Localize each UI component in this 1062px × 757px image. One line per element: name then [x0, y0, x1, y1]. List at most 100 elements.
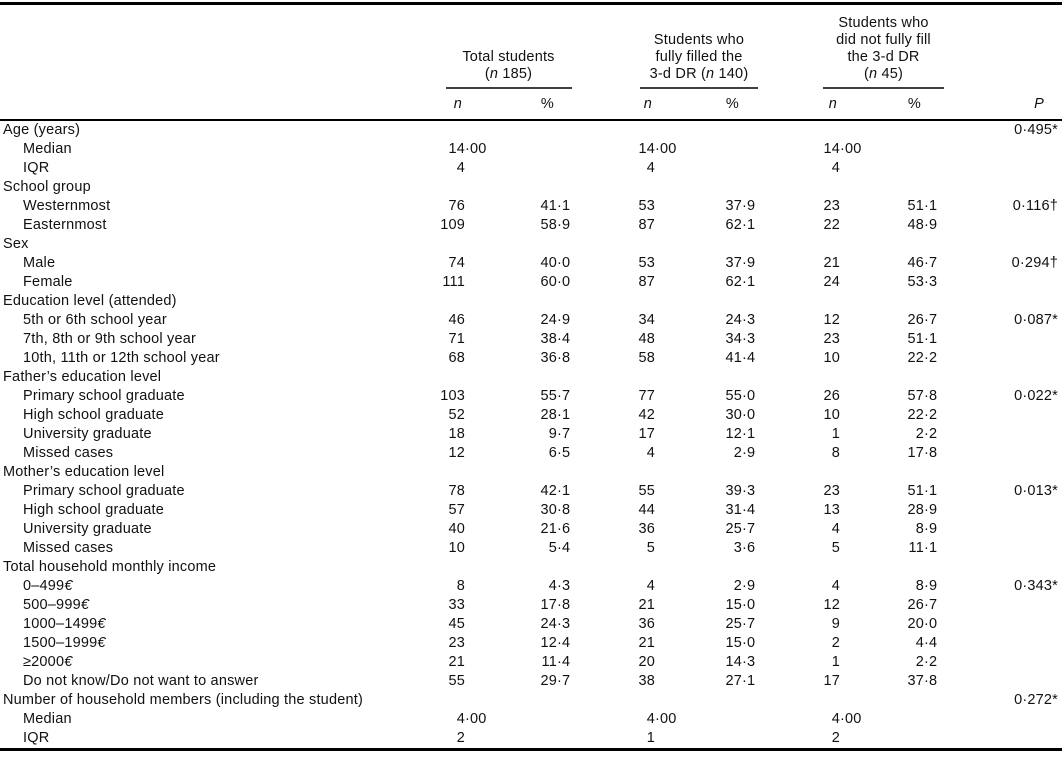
cell-n: 5 [831, 540, 840, 556]
cell-n [440, 463, 485, 482]
cell-p: 0·087* [1014, 312, 1058, 328]
cell-pct [485, 729, 577, 750]
cell-pct: 60·0 [540, 274, 571, 290]
cell-pct: 2·9 [733, 578, 756, 594]
cell-p [944, 558, 1062, 577]
cell-n [440, 120, 485, 140]
row-label: Sex [3, 236, 29, 252]
table-row: ≥2000€ 21 11·4 20 14·3 1 2·2 [0, 653, 1062, 672]
cell-p [944, 539, 1062, 558]
table-header: Total students (n 185) Students who fully f… [0, 4, 1062, 121]
cell-pct [673, 140, 762, 159]
cell-pct [673, 235, 762, 254]
cell-pct [858, 292, 944, 311]
table-row: Mother’s education level [0, 463, 1062, 482]
table-row: Number of household members (including t… [0, 691, 1062, 710]
table-row: Median 4·00 4·00 4·00 [0, 710, 1062, 729]
table-row: Primary school graduate 103 55·7 77 55·0 26 57… [0, 387, 1062, 406]
cell-n: 87 [638, 217, 655, 233]
row-label: 500–999€ [23, 597, 90, 613]
cell-p: 0·294† [1011, 255, 1058, 271]
table-row: High school graduate 57 30·8 44 31·4 13 28·9 [0, 501, 1062, 520]
cell-pct: 3·6 [733, 540, 756, 556]
cell-pct [858, 691, 944, 710]
cell-n: 45 [448, 616, 465, 632]
cell-n: 12 [823, 312, 840, 328]
cell-pct: 22·2 [907, 407, 938, 423]
table-row: Father’s education level [0, 368, 1062, 387]
cell-n: 13 [823, 502, 840, 518]
cell-p [944, 672, 1062, 691]
cell-n [577, 463, 673, 482]
cell-n [762, 368, 858, 387]
cell-n: 14·00 [448, 141, 487, 157]
cell-n [762, 463, 858, 482]
cell-pct [673, 463, 762, 482]
cell-pct: 31·4 [725, 502, 756, 518]
cell-p [944, 406, 1062, 425]
row-label: 1500–1999€ [23, 635, 106, 651]
cell-pct: 46·7 [907, 255, 938, 271]
row-label: Westernmost [23, 198, 111, 214]
cell-pct: 42·1 [540, 483, 571, 499]
cell-pct: 17·8 [540, 597, 571, 613]
cell-pct: 36·8 [540, 350, 571, 366]
row-label: University graduate [23, 521, 152, 537]
cell-pct: 24·3 [725, 312, 756, 328]
table-row: 7th, 8th or 9th school year 71 38·4 48 34·3 2… [0, 330, 1062, 349]
cell-n: 4·00 [831, 711, 862, 727]
cell-n: 53 [638, 198, 655, 214]
cell-n [440, 292, 485, 311]
table-row: 10th, 11th or 12th school year 68 36·8 58 41… [0, 349, 1062, 368]
cell-p [944, 159, 1062, 178]
table-row: Education level (attended) [0, 292, 1062, 311]
cell-pct: 51·1 [907, 198, 938, 214]
cell-n: 42 [638, 407, 655, 423]
cell-pct: 15·0 [725, 597, 756, 613]
cell-n [762, 691, 858, 710]
table-row: High school graduate 52 28·1 42 30·0 10 22·2 [0, 406, 1062, 425]
cell-n: 23 [448, 635, 465, 651]
cell-p [944, 615, 1062, 634]
cell-n: 17 [638, 426, 655, 442]
subheader-row: n% n% n% P [0, 89, 1062, 121]
col-group-not-fully-filled-3d-dr: Students who did not fully fill the 3-d DR… [762, 4, 944, 89]
cell-n [577, 235, 673, 254]
cell-n: 40 [448, 521, 465, 537]
cell-n: 58 [638, 350, 655, 366]
table-row: 0–499€ 8 4·3 4 2·9 4 8·9 0·343* [0, 577, 1062, 596]
cell-pct [858, 729, 944, 750]
subheader-pct: % [485, 89, 577, 121]
cell-pct: 62·1 [725, 217, 756, 233]
cell-pct [858, 368, 944, 387]
row-label: 10th, 11th or 12th school year [23, 350, 220, 366]
cell-n: 109 [440, 217, 465, 233]
cell-n: 1 [646, 730, 655, 746]
cell-n [762, 235, 858, 254]
cell-n: 12 [448, 445, 465, 461]
cell-pct [673, 558, 762, 577]
cell-n [762, 292, 858, 311]
cell-pct: 11·1 [908, 540, 938, 556]
cell-p: 0·116† [1012, 198, 1058, 214]
cell-n: 74 [448, 255, 465, 271]
cell-n: 55 [448, 673, 465, 689]
cell-n [577, 691, 673, 710]
row-label: IQR [23, 730, 50, 746]
col-group-total-students: Total students (n 185) [440, 4, 577, 89]
table-row: 1000–1499€ 45 24·3 36 25·7 9 20·0 [0, 615, 1062, 634]
cell-n: 4 [831, 521, 840, 537]
cell-n: 21 [638, 635, 655, 651]
cell-pct [485, 368, 577, 387]
cell-pct: 48·9 [907, 217, 938, 233]
cell-n [762, 178, 858, 197]
cell-pct: 6·5 [548, 445, 571, 461]
cell-n: 78 [448, 483, 465, 499]
cell-pct: 41·1 [540, 198, 571, 214]
row-label: Missed cases [23, 540, 114, 556]
row-label: Female [23, 274, 73, 290]
cell-pct: 26·7 [907, 312, 938, 328]
row-label: ≥2000€ [23, 654, 73, 670]
cell-pct: 37·8 [907, 673, 938, 689]
